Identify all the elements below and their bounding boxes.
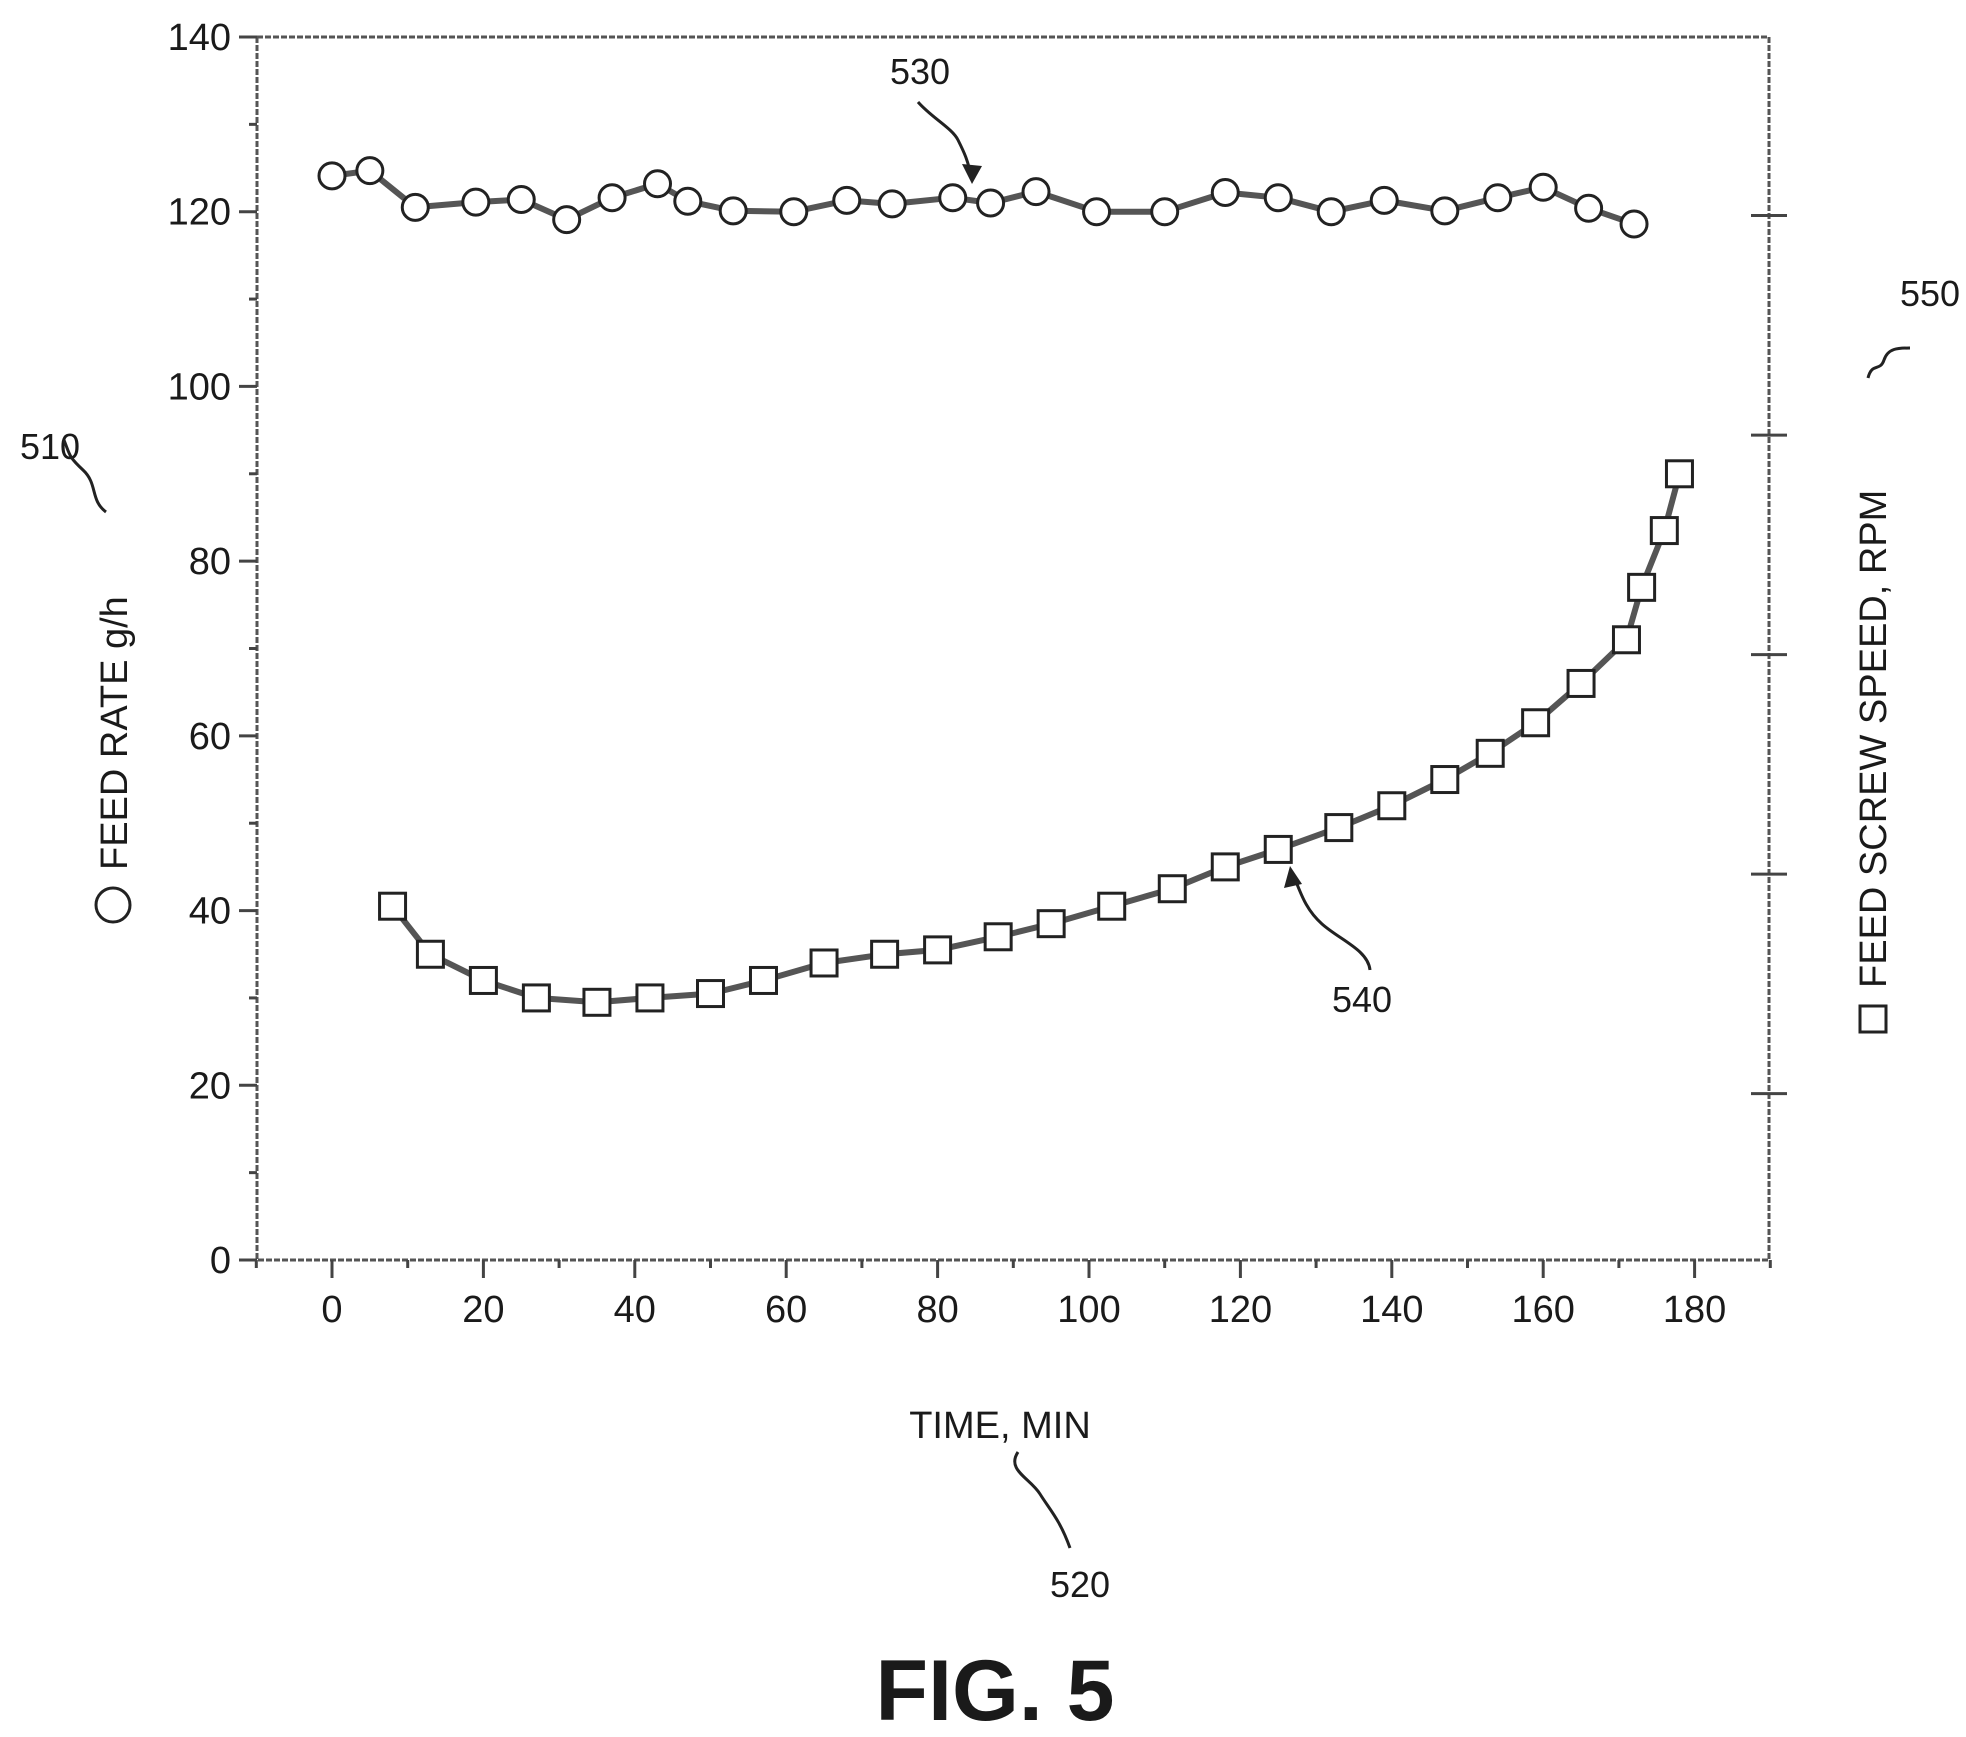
y-tick-label: 140 xyxy=(168,17,231,59)
y2-axis-ref-leader xyxy=(1866,346,1911,379)
screw-speed-ref-numeral: 540 xyxy=(1332,979,1392,1020)
feed_screw_speed-point xyxy=(1036,909,1066,939)
feed_rate-point xyxy=(938,183,968,213)
feed_rate-point xyxy=(832,185,862,215)
feed_rate-point xyxy=(1082,197,1112,227)
x-axis-ref-numeral: 520 xyxy=(1050,1564,1110,1605)
feed_rate-point xyxy=(317,161,347,191)
x-axis-ref-leader xyxy=(1013,1451,1072,1549)
x-tick-label: 20 xyxy=(462,1289,504,1331)
feed_screw_speed-point xyxy=(468,965,498,995)
x-axis-label: TIME, MIN xyxy=(909,1405,1091,1447)
feed_screw_speed-point xyxy=(1566,668,1596,698)
feed_screw_speed-point xyxy=(521,983,551,1013)
feed_rate-point xyxy=(673,186,703,216)
y-axis-ref-leader xyxy=(62,439,107,514)
feed_rate-point xyxy=(718,196,748,226)
y2-axis-ref-numeral: 550 xyxy=(1900,273,1960,314)
x-tick-label: 80 xyxy=(916,1289,958,1331)
feed_rate-point xyxy=(1483,183,1513,213)
feed_rate-point xyxy=(779,197,809,227)
feed_screw_speed-point xyxy=(582,987,612,1017)
x-tick-label: 160 xyxy=(1511,1289,1574,1331)
figure-label: FIG. 5 xyxy=(876,1643,1115,1737)
feed-rate-ref-leader xyxy=(916,101,974,181)
feed_rate-point xyxy=(1528,172,1558,202)
feed_screw_speed-point xyxy=(1324,813,1354,843)
feed_rate-point xyxy=(400,192,430,222)
feed_rate-point xyxy=(643,169,673,199)
y-tick-label: 0 xyxy=(210,1240,231,1282)
feed_screw_speed-point xyxy=(1664,459,1694,489)
feed_rate-point xyxy=(597,183,627,213)
screw-speed-ref-arrowhead xyxy=(1284,866,1302,888)
y-axis-label: FEED RATE g/h xyxy=(94,596,136,870)
feed_rate-point xyxy=(552,205,582,235)
axis-ticks: 0 20 40 60 80 100 120 140 0 20 40 60 80 100 120 140 160 1… xyxy=(168,17,1787,1331)
feed_rate-point xyxy=(506,184,536,214)
x-tick-label: 100 xyxy=(1057,1289,1120,1331)
feed_rate-point xyxy=(1210,177,1240,207)
feed_screw_speed-line xyxy=(390,473,1683,1006)
plot-frame xyxy=(255,35,1771,1262)
feed_rate-point xyxy=(976,188,1006,218)
feed_screw_speed-point xyxy=(696,979,725,1009)
series-markers xyxy=(317,156,1694,1017)
feed_screw_speed-point xyxy=(1430,765,1460,795)
x-tick-label: 140 xyxy=(1360,1289,1423,1331)
feed_rate-point xyxy=(877,189,907,219)
feed_screw_speed-point xyxy=(415,939,445,969)
feed_rate-point xyxy=(1150,197,1180,227)
y-tick-label: 20 xyxy=(189,1065,231,1107)
feed_screw_speed-point xyxy=(1210,852,1240,882)
feed_screw_speed-point xyxy=(1611,625,1641,655)
y-tick-label: 120 xyxy=(168,192,231,234)
feed_screw_speed-point xyxy=(1157,874,1187,904)
feed_screw_speed-point xyxy=(870,939,900,969)
feed_screw_speed-point xyxy=(1377,791,1407,821)
feed_screw_speed-point xyxy=(1649,516,1679,546)
feed_screw_speed-point xyxy=(1627,572,1657,602)
feed_rate-point xyxy=(355,156,385,186)
feed_screw_speed-point xyxy=(809,948,839,978)
feed_rate-point xyxy=(1619,209,1649,239)
feed-rate-ref-arrowhead xyxy=(962,164,982,184)
feed_screw_speed-point xyxy=(378,891,408,921)
feed_screw_speed-point xyxy=(1263,834,1293,864)
feed_screw_speed-point xyxy=(1521,708,1551,738)
feed_screw_speed-point xyxy=(983,922,1013,952)
feed_screw_speed-point xyxy=(923,935,953,965)
circle-marker-icon xyxy=(94,886,132,924)
feed_rate-point xyxy=(1369,185,1399,215)
y-axis-ref-numeral: 510 xyxy=(20,426,80,467)
y-tick-label: 100 xyxy=(168,366,231,408)
x-tick-label: 0 xyxy=(321,1289,342,1331)
y-tick-label: 80 xyxy=(189,541,231,583)
x-tick-label: 60 xyxy=(765,1289,807,1331)
feed_rate-point xyxy=(1574,193,1604,223)
feed_rate-point xyxy=(1430,196,1460,226)
y2-axis-label: FEED SCREW SPEED, RPM xyxy=(1853,490,1895,988)
feed_rate-point xyxy=(461,187,491,217)
y-tick-label: 60 xyxy=(189,716,231,758)
square-marker-icon xyxy=(1858,1004,1888,1034)
y-axis-title: FEED RATE g/h xyxy=(94,596,136,924)
series-lines xyxy=(331,167,1683,1006)
y2-axis-title: FEED SCREW SPEED, RPM xyxy=(1853,490,1895,1034)
feed_rate-point xyxy=(1021,177,1051,207)
x-tick-label: 120 xyxy=(1209,1289,1272,1331)
x-tick-label: 180 xyxy=(1663,1289,1726,1331)
screw-speed-ref-leader xyxy=(1290,871,1372,971)
feed_screw_speed-point xyxy=(635,983,665,1013)
y-tick-label: 40 xyxy=(189,891,231,933)
feed_rate-point xyxy=(1316,197,1346,227)
x-tick-label: 40 xyxy=(614,1289,656,1331)
feed_rate-point xyxy=(1263,183,1293,213)
feed-rate-ref-numeral: 530 xyxy=(890,51,950,92)
feed_screw_speed-point xyxy=(748,965,778,995)
feed_screw_speed-point xyxy=(1097,891,1127,921)
feed_screw_speed-point xyxy=(1475,738,1505,768)
